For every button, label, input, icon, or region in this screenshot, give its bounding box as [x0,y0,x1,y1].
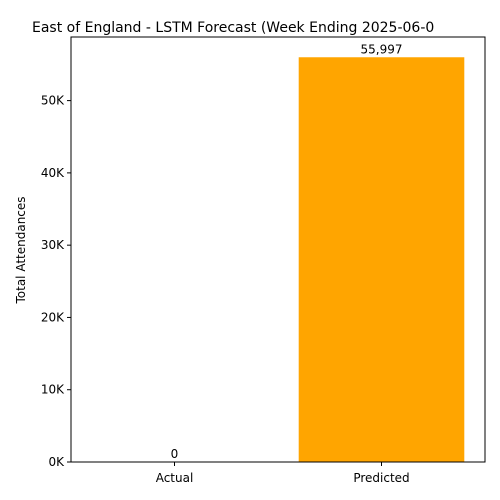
y-tick-label: 20K [41,310,65,324]
bar-predicted [298,57,465,463]
plot-area: 0K 10K 20K 30K 40K 50K 0 Actual 55,997 Predicted [41,42,465,485]
y-tick-label: 10K [41,383,65,397]
bar-value-label: 0 [171,447,179,461]
x-tick-label: Actual [156,471,194,485]
chart-title: East of England - LSTM Forecast (Week En… [32,20,434,36]
bar-value-label: 55,997 [361,42,403,56]
y-tick-label: 30K [41,238,65,252]
x-tick-label: Predicted [353,471,409,485]
y-axis-label: Total Attendances [14,196,28,304]
y-tick-label: 0K [48,455,65,469]
plot-frame [70,36,486,463]
y-tick-label: 50K [41,94,65,108]
y-tick-label: 40K [41,166,65,180]
